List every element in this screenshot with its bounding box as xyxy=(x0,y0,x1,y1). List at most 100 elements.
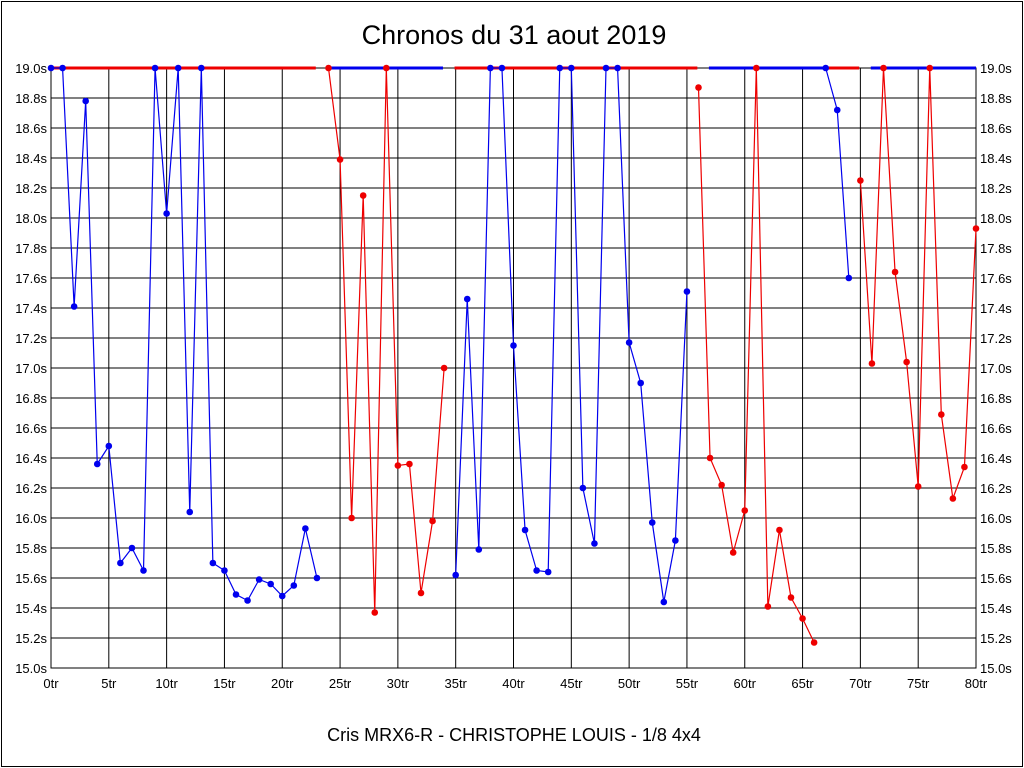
data-point xyxy=(359,192,367,199)
y-tick-label-right: 15.6s xyxy=(980,571,1012,586)
data-point xyxy=(602,64,610,72)
y-tick-label-left: 17.0s xyxy=(15,361,47,376)
x-tick-label: 25tr xyxy=(329,676,352,691)
data-point xyxy=(972,225,980,232)
data-point xyxy=(105,442,113,450)
x-tick-label: 40tr xyxy=(502,676,525,691)
data-point xyxy=(556,64,564,72)
data-point xyxy=(568,64,575,72)
data-point xyxy=(810,639,818,646)
y-tick-label-right: 16.2s xyxy=(980,481,1012,496)
y-tick-label-right: 17.6s xyxy=(980,271,1012,286)
x-tick-label: 65tr xyxy=(791,676,814,691)
data-point xyxy=(672,537,679,544)
data-point xyxy=(579,484,587,492)
y-tick-label-right: 18.4s xyxy=(980,151,1012,166)
data-point xyxy=(845,274,853,282)
data-point xyxy=(221,567,228,574)
y-tick-label-left: 16.8s xyxy=(15,391,47,406)
data-point xyxy=(591,540,598,547)
data-point xyxy=(903,358,910,366)
data-point xyxy=(637,379,644,387)
series-line xyxy=(825,67,850,279)
y-tick-label-right: 17.8s xyxy=(980,241,1012,256)
series-line xyxy=(697,67,815,643)
y-tick-label-right: 16.8s xyxy=(980,391,1012,406)
data-point xyxy=(706,454,714,462)
data-point xyxy=(926,64,934,72)
data-point xyxy=(117,559,124,567)
y-tick-label-left: 17.4s xyxy=(15,301,47,316)
y-tick-label-right: 15.8s xyxy=(980,541,1012,556)
y-tick-label-left: 17.6s xyxy=(15,271,47,286)
y-tick-label-right: 16.4s xyxy=(980,451,1012,466)
grid xyxy=(50,67,977,669)
y-tick-label-left: 18.2s xyxy=(15,181,47,196)
data-point xyxy=(475,546,483,553)
axis-ticks: 0tr 5tr 10tr 15tr 20tr 25tr 30tr 35tr 40tr 45tr 50… xyxy=(15,61,1012,691)
data-point xyxy=(533,567,540,574)
y-tick-label-right: 18.0s xyxy=(980,211,1012,226)
data-point xyxy=(614,64,621,72)
data-point xyxy=(82,97,89,105)
data-point xyxy=(313,574,321,582)
data-point xyxy=(163,210,170,217)
data-point xyxy=(498,64,506,72)
data-point xyxy=(718,481,725,489)
y-tick-label-left: 18.8s xyxy=(15,91,47,106)
data-point xyxy=(348,514,355,522)
x-tick-label: 0tr xyxy=(43,676,59,691)
data-point xyxy=(521,526,529,534)
data-point xyxy=(151,64,159,72)
data-point xyxy=(278,592,286,600)
data-point xyxy=(70,303,78,310)
chart-caption: Cris MRX6-R - CHRISTOPHE LOUIS - 1/8 4x4 xyxy=(327,725,701,745)
data-point xyxy=(961,463,968,471)
data-point xyxy=(764,603,772,610)
y-tick-label-left: 15.8s xyxy=(15,541,47,556)
data-point xyxy=(868,360,876,367)
data-point xyxy=(232,591,240,598)
data-point xyxy=(510,342,517,349)
y-tick-label-left: 15.2s xyxy=(15,631,47,646)
data-point xyxy=(776,526,783,534)
y-tick-label-right: 18.6s xyxy=(980,121,1012,136)
data-point xyxy=(186,508,194,516)
y-tick-label-left: 15.0s xyxy=(15,661,47,676)
data-point xyxy=(787,594,795,601)
data-point xyxy=(302,525,309,532)
x-tick-label: 20tr xyxy=(271,676,294,691)
data-point xyxy=(394,462,402,469)
data-point xyxy=(325,64,332,72)
data-point xyxy=(417,589,425,597)
data-point xyxy=(544,568,552,576)
y-tick-label-right: 15.0s xyxy=(980,661,1012,676)
x-tick-label: 55tr xyxy=(676,676,699,691)
x-tick-label: 60tr xyxy=(734,676,757,691)
data-point xyxy=(463,295,471,303)
y-tick-label-left: 18.0s xyxy=(15,211,47,226)
x-tick-label: 15tr xyxy=(213,676,236,691)
y-tick-label-left: 17.8s xyxy=(15,241,47,256)
x-tick-label: 35tr xyxy=(444,676,467,691)
y-tick-label-left: 18.4s xyxy=(15,151,47,166)
y-tick-label-right: 15.4s xyxy=(980,601,1012,616)
y-tick-label-left: 18.6s xyxy=(15,121,47,136)
data-point xyxy=(938,411,945,418)
series-line xyxy=(327,67,445,613)
data-point xyxy=(660,598,668,606)
data-point xyxy=(625,339,633,346)
data-point xyxy=(695,84,702,91)
y-tick-label-left: 15.4s xyxy=(15,601,47,616)
y-tick-label-right: 15.2s xyxy=(980,631,1012,646)
y-tick-label-right: 18.2s xyxy=(980,181,1012,196)
y-tick-label-left: 15.6s xyxy=(15,571,47,586)
data-point xyxy=(880,64,887,72)
y-tick-label-right: 19.0s xyxy=(980,61,1012,76)
data-point xyxy=(753,64,760,72)
x-tick-label: 75tr xyxy=(907,676,930,691)
data-point xyxy=(174,64,182,72)
x-tick-label: 10tr xyxy=(155,676,178,691)
